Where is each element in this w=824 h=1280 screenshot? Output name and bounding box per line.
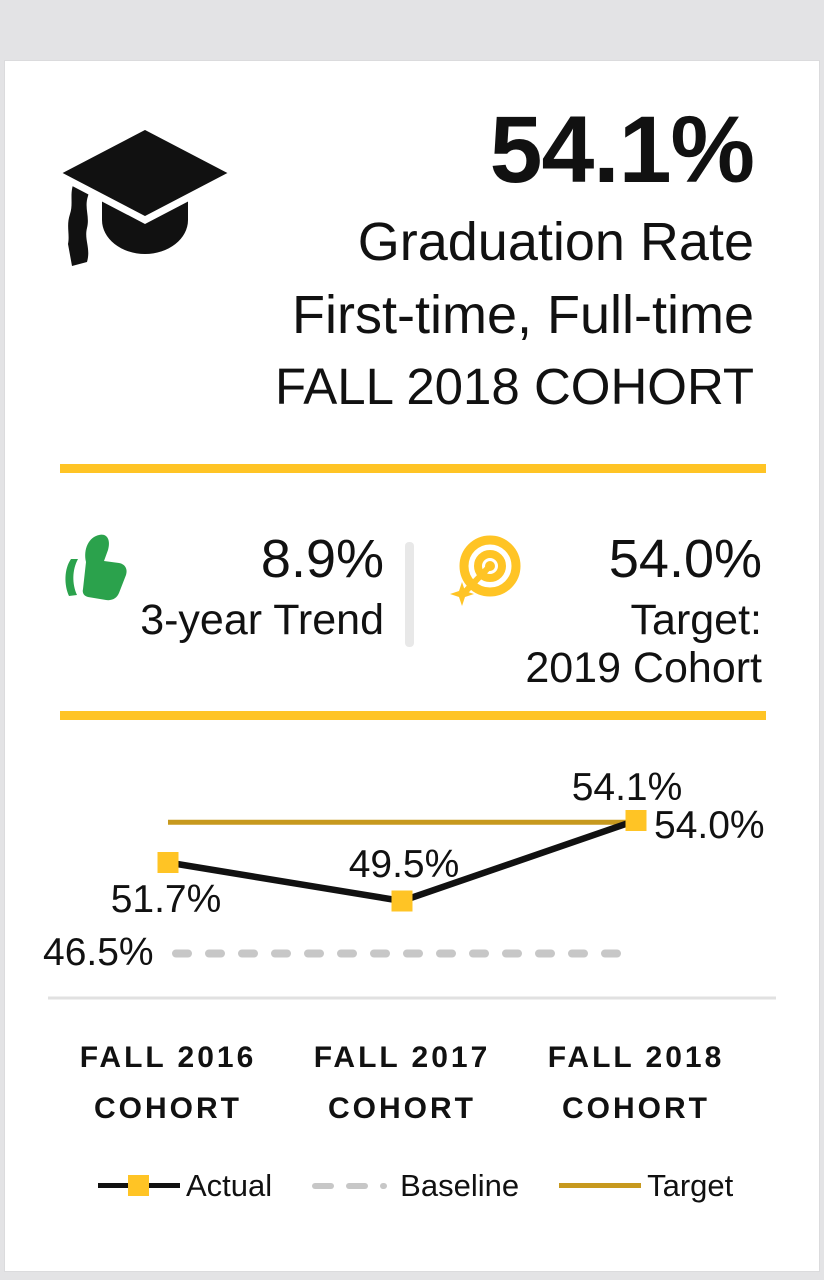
legend-item-target: Target	[559, 1168, 733, 1204]
baseline-line-label: 46.5%	[43, 931, 154, 974]
divider-bottom	[60, 711, 766, 720]
actual-marker-2	[391, 890, 413, 912]
headline-value: 54.1%	[489, 97, 755, 203]
card-background	[4, 60, 820, 1272]
headline-subtitle-1: Graduation Rate	[357, 212, 754, 272]
trend-value: 8.9%	[260, 529, 384, 589]
actual-marker-1	[157, 852, 179, 873]
target-line-label: 54.0%	[654, 804, 765, 847]
target-icon	[450, 535, 521, 606]
bottom-frame-bar	[0, 1272, 824, 1280]
xaxis-label-line1: FALL 2017	[313, 1041, 491, 1074]
headline-subtitle-3: FALL 2018 COHORT	[274, 358, 754, 415]
stats-divider	[405, 542, 414, 647]
trend-chart	[48, 810, 776, 1000]
actual-line-swatch	[98, 1175, 180, 1197]
point-label-2: 49.5%	[348, 843, 460, 886]
xaxis-label-line1: FALL 2016	[79, 1041, 257, 1074]
baseline-line-swatch	[312, 1175, 394, 1197]
legend-item-actual: Actual	[98, 1168, 272, 1204]
xaxis-label-fall-2016: FALL 2016 COHORT	[48, 1032, 288, 1134]
xaxis-label-fall-2017: FALL 2017 COHORT	[282, 1032, 522, 1134]
headline-subtitle-2: First-time, Full-time	[292, 285, 754, 345]
target-line-swatch	[559, 1175, 642, 1197]
target-label-2: 2019 Cohort	[525, 644, 762, 692]
legend: Actual Baseline Target	[98, 1168, 758, 1204]
graduation-cap-icon	[50, 122, 240, 266]
top-frame-bar	[0, 0, 824, 60]
legend-label-target: Target	[647, 1168, 734, 1203]
trend-label: 3-year Trend	[140, 596, 384, 644]
target-value: 54.0%	[608, 529, 762, 589]
xaxis-label-line2: COHORT	[562, 1092, 710, 1125]
actual-marker-3	[625, 810, 647, 831]
xaxis-label-line2: COHORT	[328, 1092, 476, 1125]
thumbs-up-icon	[65, 534, 127, 601]
point-label-3: 54.1%	[571, 766, 683, 809]
legend-label-baseline: Baseline	[400, 1168, 520, 1203]
xaxis-label-fall-2018: FALL 2018 COHORT	[516, 1032, 756, 1134]
legend-label-actual: Actual	[186, 1168, 273, 1203]
xaxis-label-line1: FALL 2018	[547, 1041, 725, 1074]
point-label-1: 51.7%	[110, 878, 222, 921]
xaxis-label-line2: COHORT	[94, 1092, 242, 1125]
legend-item-baseline: Baseline	[312, 1168, 519, 1204]
divider-top	[60, 464, 766, 473]
target-label-1: Target:	[630, 596, 762, 644]
